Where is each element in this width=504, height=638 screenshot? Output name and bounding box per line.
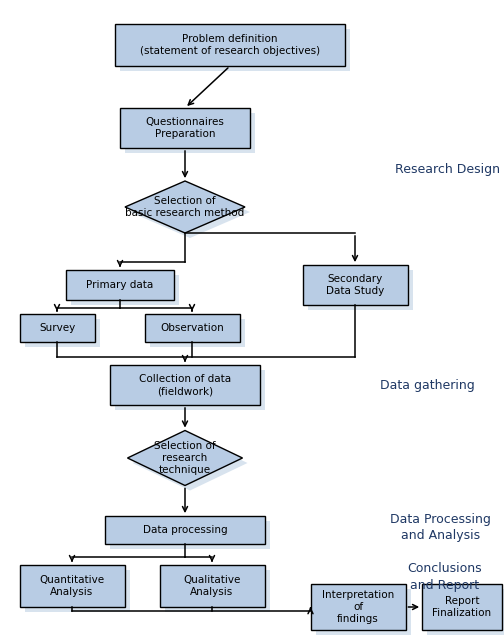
FancyBboxPatch shape [164,570,270,612]
FancyBboxPatch shape [115,24,345,66]
FancyBboxPatch shape [307,270,412,310]
FancyBboxPatch shape [25,570,130,612]
FancyBboxPatch shape [110,365,260,405]
Text: Data processing: Data processing [143,525,227,535]
Text: Qualitative
Analysis: Qualitative Analysis [183,575,241,597]
FancyBboxPatch shape [422,584,502,630]
Polygon shape [130,186,250,238]
Text: Survey: Survey [39,323,75,333]
FancyBboxPatch shape [120,108,250,148]
FancyBboxPatch shape [150,319,244,347]
Text: Data gathering: Data gathering [380,378,475,392]
FancyBboxPatch shape [310,584,406,630]
Polygon shape [125,181,245,233]
FancyBboxPatch shape [110,521,270,549]
Text: Research Design: Research Design [395,163,500,177]
FancyBboxPatch shape [125,113,255,153]
Text: Report
Finalization: Report Finalization [432,596,491,618]
Text: Selection of
research
technique: Selection of research technique [154,441,216,475]
FancyBboxPatch shape [105,516,265,544]
FancyBboxPatch shape [66,270,174,300]
FancyBboxPatch shape [120,29,350,71]
Text: Interpretation
of
findings: Interpretation of findings [322,590,394,625]
Text: Observation: Observation [160,323,224,333]
Polygon shape [128,431,242,486]
Text: Problem definition
(statement of research objectives): Problem definition (statement of researc… [140,34,320,56]
Text: Data Processing
and Analysis: Data Processing and Analysis [390,514,491,542]
FancyBboxPatch shape [115,370,265,410]
FancyBboxPatch shape [25,319,99,347]
FancyBboxPatch shape [145,314,239,342]
Text: Conclusions
and Report: Conclusions and Report [407,563,482,591]
FancyBboxPatch shape [316,589,410,635]
FancyBboxPatch shape [20,314,95,342]
Polygon shape [133,436,247,491]
Text: Collection of data
(fieldwork): Collection of data (fieldwork) [139,374,231,396]
FancyBboxPatch shape [302,265,408,305]
Text: Quantitative
Analysis: Quantitative Analysis [39,575,104,597]
Text: Secondary
Data Study: Secondary Data Study [326,274,384,296]
FancyBboxPatch shape [427,589,504,635]
FancyBboxPatch shape [159,565,265,607]
Text: Questionnaires
Preparation: Questionnaires Preparation [146,117,224,139]
FancyBboxPatch shape [71,275,179,305]
FancyBboxPatch shape [20,565,124,607]
Text: Primary data: Primary data [86,280,154,290]
Text: Selection of
basic research method: Selection of basic research method [125,196,244,218]
